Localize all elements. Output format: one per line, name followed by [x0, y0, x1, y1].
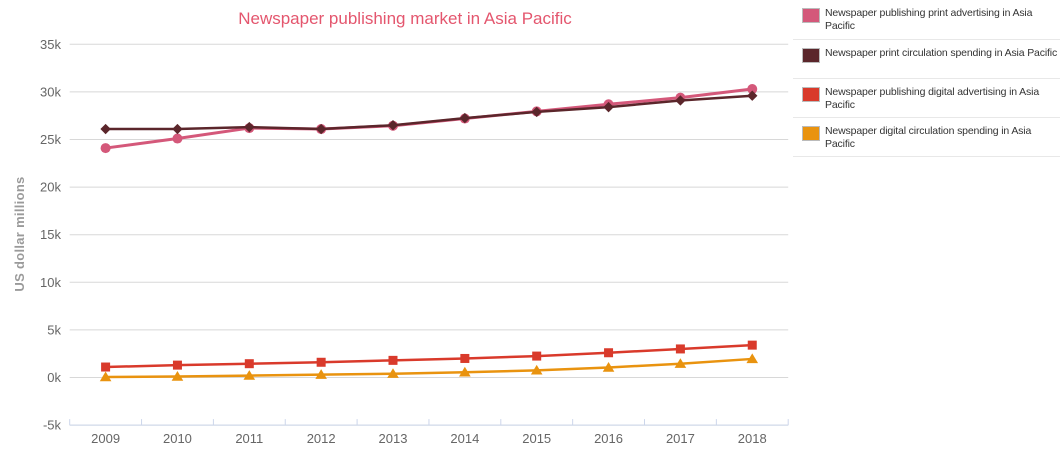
- data-point-square-marker[interactable]: [460, 353, 470, 363]
- legend-item-2[interactable]: Newspaper publishing digital advertising…: [793, 78, 1060, 117]
- series-2: [101, 340, 757, 372]
- data-point-diamond-marker[interactable]: [675, 95, 686, 106]
- legend-swatch-icon: [802, 126, 820, 141]
- data-point-square-marker[interactable]: [604, 348, 614, 358]
- series-3: [99, 353, 759, 382]
- series-line-1[interactable]: [104, 94, 754, 131]
- legend-label: Newspaper publishing digital advertising…: [825, 86, 1040, 112]
- data-point-triangle-marker[interactable]: [243, 370, 256, 380]
- data-point-diamond-marker[interactable]: [387, 120, 399, 131]
- y-tick-label: 0k: [47, 370, 61, 385]
- legend-label: Newspaper digital circulation spending i…: [825, 125, 1032, 151]
- x-tick-label: 2011: [235, 431, 263, 446]
- x-tick-label: 2012: [307, 431, 336, 446]
- data-point-square-marker[interactable]: [101, 362, 111, 372]
- series-line-3[interactable]: [104, 357, 754, 379]
- y-tick-label: 20k: [40, 180, 61, 195]
- legend-item-3[interactable]: Newspaper digital circulation spending i…: [793, 117, 1060, 156]
- legend-divider: [793, 156, 1060, 157]
- data-point-diamond-marker[interactable]: [315, 123, 327, 135]
- legend-swatch-icon: [802, 48, 820, 63]
- x-tick-label: 2018: [738, 431, 767, 446]
- data-point-diamond-marker[interactable]: [244, 121, 255, 133]
- data-point-triangle-marker[interactable]: [315, 369, 327, 379]
- legend-item-1[interactable]: Newspaper print circulation spending in …: [793, 39, 1060, 78]
- legend-item-0[interactable]: Newspaper publishing print advertising i…: [793, 0, 1060, 39]
- data-point-diamond-marker[interactable]: [459, 112, 471, 124]
- legend-label: Newspaper publishing print advertising i…: [825, 7, 1033, 33]
- y-tick-label: 5k: [47, 322, 61, 337]
- x-tick-label: 2014: [450, 431, 479, 446]
- x-tick-label: 2010: [163, 431, 192, 446]
- data-point-triangle-marker[interactable]: [602, 362, 615, 372]
- x-tick-label: 2015: [522, 431, 551, 446]
- data-point-triangle-marker[interactable]: [674, 358, 687, 368]
- legend-swatch-icon: [802, 8, 820, 23]
- series-0: [100, 84, 758, 154]
- x-tick-label: 2009: [91, 431, 120, 446]
- data-point-triangle-marker[interactable]: [746, 353, 759, 364]
- data-point-triangle-marker[interactable]: [530, 364, 543, 375]
- x-tick-label: 2016: [594, 431, 623, 446]
- data-point-square-marker[interactable]: [172, 360, 182, 370]
- data-point-diamond-marker[interactable]: [747, 90, 758, 101]
- data-point-diamond-marker[interactable]: [172, 123, 183, 135]
- y-tick-label: 25k: [40, 132, 61, 147]
- data-point-square-marker[interactable]: [388, 355, 398, 365]
- y-tick-label: 15k: [40, 227, 61, 242]
- data-point-circle-marker[interactable]: [172, 133, 183, 144]
- x-axis: 2009 2010 2011 2012 2013 2014 2015 2016 2017 2018: [69, 419, 789, 446]
- data-point-square-marker[interactable]: [675, 344, 685, 354]
- data-point-circle-marker[interactable]: [100, 143, 111, 154]
- data-point-diamond-marker[interactable]: [531, 106, 542, 118]
- data-point-square-marker[interactable]: [747, 340, 757, 350]
- data-point-square-marker[interactable]: [244, 359, 254, 369]
- data-point-triangle-marker[interactable]: [387, 368, 399, 378]
- y-tick-label: 10k: [40, 275, 61, 290]
- chart-title: Newspaper publishing market in Asia Paci…: [238, 9, 572, 28]
- data-point-triangle-marker[interactable]: [99, 371, 112, 382]
- x-tick-label: 2013: [379, 431, 408, 446]
- y-tick-label: -5k: [43, 418, 62, 433]
- legend: Newspaper publishing print advertising i…: [793, 0, 1060, 157]
- series-line-2[interactable]: [104, 343, 754, 369]
- y-axis-title: US dollar millions: [12, 176, 27, 292]
- legend-swatch-icon: [802, 87, 820, 102]
- data-point-triangle-marker[interactable]: [459, 366, 471, 377]
- legend-label: Newspaper print circulation spending in …: [825, 47, 1058, 59]
- y-tick-label: 30k: [40, 84, 61, 99]
- y-tick-label: 35k: [40, 37, 61, 52]
- data-point-diamond-marker[interactable]: [603, 101, 614, 113]
- y-axis-labels: 35k 30k 25k 20k 15k 10k 5k 0k -5k: [40, 37, 61, 433]
- x-tick-label: 2017: [666, 431, 695, 446]
- data-point-triangle-marker[interactable]: [171, 371, 184, 381]
- series-1: [100, 90, 758, 135]
- data-point-diamond-marker[interactable]: [100, 123, 111, 135]
- data-point-square-marker[interactable]: [532, 351, 542, 361]
- data-point-circle-marker[interactable]: [747, 84, 758, 95]
- data-point-square-marker[interactable]: [316, 357, 326, 367]
